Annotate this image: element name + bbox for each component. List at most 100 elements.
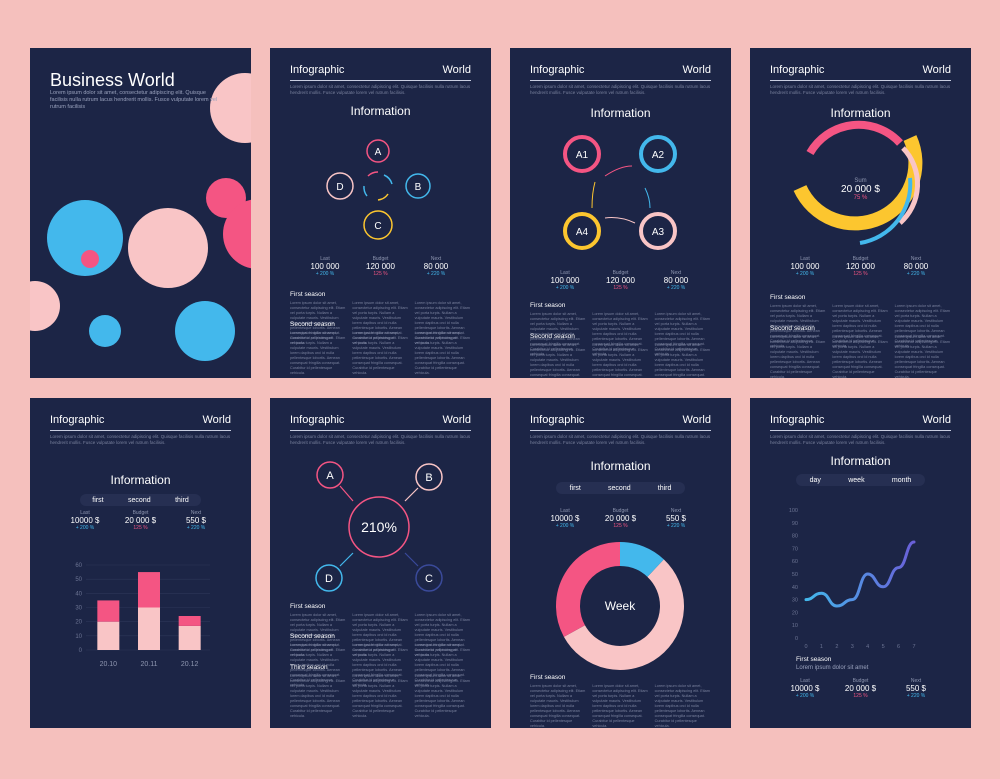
stat-value: 10000 $ — [790, 684, 820, 693]
header-right: World — [922, 64, 951, 76]
y-tick-label: 10 — [75, 634, 82, 640]
header-right: World — [442, 414, 471, 426]
stat-value: 100 000 — [790, 262, 820, 271]
season-title: Second season — [770, 325, 815, 332]
bar — [138, 572, 160, 608]
tab-third[interactable]: third — [175, 496, 189, 504]
card-line-chart: Infographic World Lorem ipsum dolor sit a… — [750, 398, 971, 728]
section-title: Information — [830, 106, 891, 120]
intro-text: Lorem ipsum dolor sit amet, consectetur … — [530, 434, 711, 445]
card-sum-ring: Infographic World Lorem ipsum dolor sit a… — [750, 48, 971, 378]
y-tick-label: 90 — [792, 521, 798, 527]
stats-row: Last 10000 $ + 200 % Budget 20 000 $125 % N… — [60, 510, 221, 531]
card-header: Infographic World — [290, 414, 471, 431]
stat-label: Next — [910, 678, 922, 684]
header-left: Infographic — [530, 64, 585, 76]
x-tick-label: 4 — [866, 644, 869, 650]
stat-label: Last — [80, 510, 90, 516]
stat-label: Last — [800, 678, 810, 684]
decorative-circles — [30, 73, 251, 361]
stat-pct: + 220 % — [186, 525, 206, 531]
y-tick-label: 60 — [75, 563, 82, 569]
x-tick-label: 1 — [820, 644, 823, 650]
tab-week[interactable]: week — [848, 476, 865, 484]
node-a: A — [375, 147, 382, 158]
tab-first[interactable]: first — [92, 496, 104, 504]
node-a: A — [326, 470, 334, 482]
stat-pct: + 220 % — [906, 693, 926, 699]
stat-label: Last — [320, 256, 330, 262]
stat-value: 80 000 — [423, 262, 449, 271]
pie-slice — [556, 542, 621, 637]
stat-value: 10000 $ — [550, 514, 580, 523]
node-a2: A2 — [652, 150, 665, 161]
season-title: First season — [770, 294, 806, 301]
season-title: Third season — [290, 664, 328, 671]
stat-value: 120 000 — [366, 262, 395, 271]
x-tick-label: 20.12 — [181, 661, 199, 668]
tab-month[interactable]: month — [891, 476, 912, 484]
stat-label: Budget — [372, 256, 389, 262]
y-tick-label: 70 — [792, 546, 798, 552]
tab-second[interactable]: second — [128, 496, 151, 504]
x-tick-label: 3 — [851, 644, 854, 650]
node-d: D — [325, 573, 333, 585]
sum-ring-chart — [793, 120, 923, 245]
x-tick-label: 0 — [804, 644, 807, 650]
x-tick-label: 20.11 — [141, 661, 158, 668]
intro-text: Lorem ipsum dolor sit amet, consectetur … — [770, 84, 951, 95]
y-tick-label: 50 — [792, 572, 798, 578]
season-title: First season — [530, 674, 566, 681]
stat-value: 20 000 $ — [124, 516, 157, 525]
stat-label: Last — [560, 508, 570, 514]
stat-pct: + 200 % — [795, 693, 815, 699]
sum-value: 20 000 $ — [841, 184, 880, 195]
header-left: Infographic — [50, 414, 105, 426]
stats-row: Last 100 000 + 200 % Budget 120 000 125 % Ne… — [300, 256, 461, 277]
season-title: First season — [290, 603, 326, 610]
season-text: Lorem ipsum dolor sit amet, consectetur … — [290, 613, 470, 657]
tab-bar: first second third — [556, 482, 685, 494]
stat-value: 120 000 — [606, 276, 635, 285]
stat-label: Last — [800, 256, 810, 262]
tab-second[interactable]: second — [608, 484, 631, 492]
tab-third[interactable]: third — [657, 484, 672, 492]
season-text: Lorem ipsum dolor sit amet, consectetur … — [770, 335, 950, 378]
stat-value: 20 000 $ — [604, 514, 637, 523]
stat-label: Budget — [852, 678, 869, 684]
card1-title: Business World — [50, 70, 175, 90]
stat-pct: 125 % — [613, 285, 628, 291]
stat-pct: + 220 % — [666, 523, 686, 529]
center-label: Week — [605, 599, 636, 613]
x-tick-label: 7 — [912, 644, 915, 650]
header-left: Infographic — [290, 64, 345, 76]
section-title: Information — [350, 104, 411, 118]
section-title: Information — [590, 106, 651, 120]
sum-label: Sum — [854, 178, 867, 184]
stat-pct: + 220 % — [426, 271, 446, 277]
tab-day[interactable]: day — [809, 476, 821, 484]
series-line — [804, 540, 916, 608]
header-right: World — [922, 414, 951, 426]
x-tick-label: 20.10 — [100, 661, 118, 668]
header-left: Infographic — [290, 414, 345, 426]
y-tick-label: 20 — [75, 620, 82, 626]
center-percent: 210% — [361, 519, 397, 535]
intro-text: Lorem ipsum dolor sit amet, consectetur … — [530, 84, 711, 95]
tab-bar: first second third — [80, 494, 201, 506]
stat-value: 80 000 — [903, 262, 929, 271]
y-tick-label: 30 — [792, 598, 798, 604]
line-chart: 0 10 20 30 40 50 60 70 80 90 100 0 1 2 3 4 5 6 7 — [789, 508, 916, 650]
y-tick-label: 10 — [792, 623, 798, 629]
node-a4: A4 — [576, 227, 589, 238]
stat-value: 550 $ — [665, 514, 687, 523]
tab-first[interactable]: first — [569, 484, 581, 492]
season-text: Lorem ipsum dolor sit amet — [796, 665, 869, 671]
node-b: B — [415, 182, 422, 193]
card-header: Infographic World — [530, 64, 711, 81]
stat-value: 100 000 — [550, 276, 580, 285]
season-title: First season — [796, 656, 832, 663]
x-tick-label: 2 — [835, 644, 838, 650]
stats-row: Last 10000 $ + 200 % Budget 20 000 $125 % N… — [780, 678, 941, 699]
stat-label: Last — [560, 270, 570, 276]
